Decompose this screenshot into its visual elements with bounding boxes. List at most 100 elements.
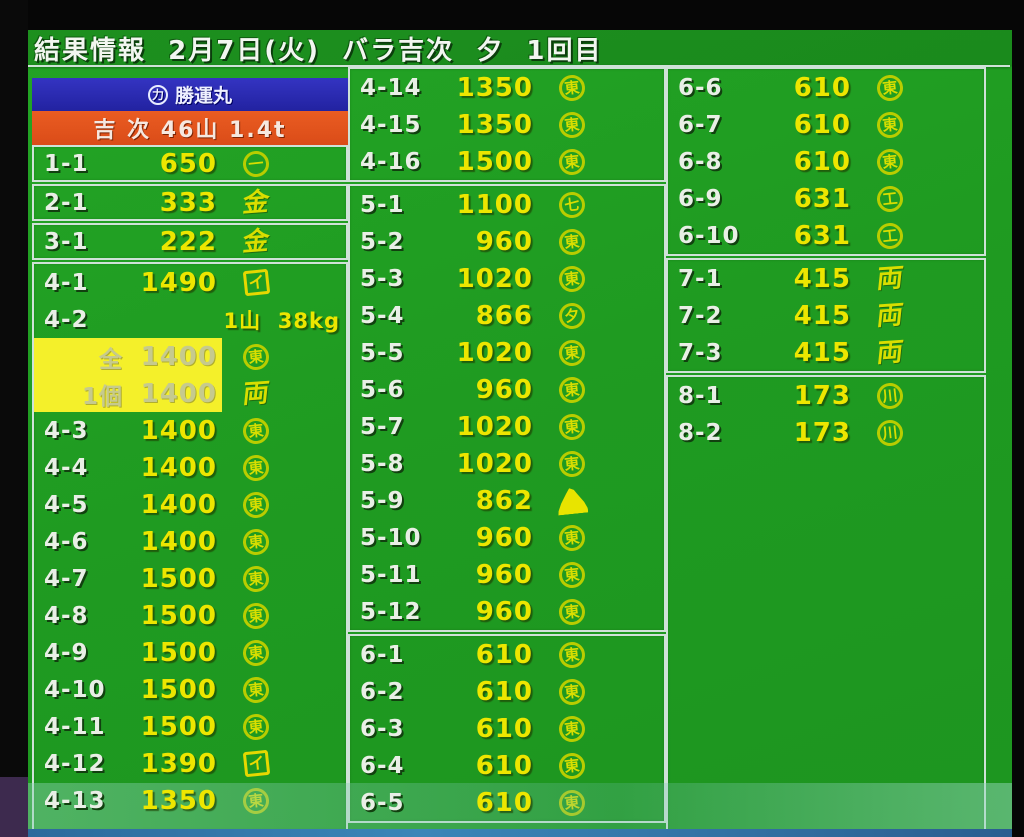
price-value: 960 [475, 596, 533, 627]
price-value: 866 [475, 300, 533, 331]
price-value: 1500 [456, 146, 533, 177]
price-value: 1500 [140, 637, 217, 668]
buyer-mark-東-icon: 東 [241, 564, 271, 593]
result-row: 6-2 610 東 [350, 673, 664, 710]
buyer-mark-一-icon: 一 [241, 149, 271, 178]
result-row: 4-7 1500 東 [34, 560, 346, 597]
buyer-mark-金-icon: 金 [241, 186, 271, 219]
title-bar: 結果情報 2月7日(火) バラ吉次 夕 1回目 [34, 32, 602, 66]
buyer-mark-cell: 両 [851, 263, 929, 295]
lot-number-label: 4-14 [360, 74, 422, 101]
result-box-middle-0: 4-14 1350 東 4-15 1350 東 4-16 1500 東 [348, 67, 666, 182]
result-row: 5-2 960 東 [350, 223, 664, 260]
buyer-mark-イ-icon: イ [242, 268, 270, 297]
buyer-mark-工-icon: 工 [875, 184, 905, 213]
lot-number-label: 5-4 [360, 302, 405, 329]
buyer-mark-cell: 東 [217, 564, 295, 593]
price-value: 173 [793, 417, 851, 448]
price-value: 1400 [140, 378, 217, 409]
buyer-mark-cell: 東 [533, 751, 611, 780]
buyer-mark-七-icon: 七 [557, 190, 587, 219]
lot-number-label: 5-10 [360, 524, 422, 551]
price-value: 1500 [140, 674, 217, 705]
buyer-mark-東-icon: 東 [241, 527, 271, 556]
buyer-mark-東-icon: 東 [557, 449, 587, 478]
lot-number-label: 5-7 [360, 413, 405, 440]
price-value: 610 [475, 676, 533, 707]
price-value: 1500 [140, 600, 217, 631]
buyer-mark-cell: 東 [217, 342, 295, 371]
buyer-mark-東-icon: 東 [241, 712, 271, 741]
lot-number-label: 6-5 [360, 789, 405, 816]
lot-number-label: 5-1 [360, 191, 405, 218]
buyer-mark-東-icon: 東 [241, 342, 271, 371]
lot-number-label: 4-5 [44, 491, 89, 518]
buyer-mark-東-icon: 東 [557, 73, 587, 102]
result-row: 5-10 960 東 [350, 519, 664, 556]
buyer-mark-cell: 東 [533, 714, 611, 743]
lot-number-label: 3-1 [44, 228, 89, 255]
lot-number-label: 5-5 [360, 339, 405, 366]
result-row: 1個 1400 両 [34, 375, 346, 412]
buyer-mark-東-icon: 東 [241, 638, 271, 667]
result-row: 2-1 333 金 [34, 186, 346, 219]
lot-number-label: 5-8 [360, 450, 405, 477]
buyer-mark-東-icon: 東 [241, 490, 271, 519]
buyer-mark-cell: 川 [851, 381, 929, 410]
result-row: 6-3 610 東 [350, 710, 664, 747]
result-box-right-2: 8-1 173 川 8-2 173 川 [666, 375, 986, 833]
result-row: 8-1 173 川 [668, 377, 984, 414]
buyer-mark-東-icon: 東 [241, 601, 271, 630]
buyer-mark-東-icon: 東 [241, 453, 271, 482]
result-box-right-0: 6-6 610 東 6-7 610 東 6-8 610 東 6-9 631 工 6-10 631 工 [666, 67, 986, 256]
buyer-mark-東-icon: 東 [241, 675, 271, 704]
buyer-mark-cell: イ [217, 749, 295, 778]
photo-dark-edge [0, 0, 28, 837]
lot-number-label: 4-16 [360, 148, 422, 175]
buyer-mark-cell: 東 [217, 490, 295, 519]
buyer-mark-東-icon: 東 [557, 264, 587, 293]
result-row: 4-6 1400 東 [34, 523, 346, 560]
buyer-mark-東-icon: 東 [557, 640, 587, 669]
price-value: 1350 [456, 109, 533, 140]
result-row: 8-2 173 川 [668, 414, 984, 451]
lot-number-label: 4-10 [44, 676, 106, 703]
price-value: 1350 [456, 72, 533, 103]
buyer-mark-cell: 東 [217, 601, 295, 630]
price-value: 610 [475, 750, 533, 781]
result-row: 1-1 650 一 [34, 147, 346, 180]
result-row: 4-16 1500 東 [350, 143, 664, 180]
buyer-mark-東-icon: 東 [557, 677, 587, 706]
result-row: 4-9 1500 東 [34, 634, 346, 671]
result-row: 5-11 960 東 [350, 556, 664, 593]
lot-number-label: 全 [99, 346, 123, 373]
buyer-mark-cell: 東 [217, 638, 295, 667]
price-value: 415 [793, 337, 851, 368]
result-row: 5-3 1020 東 [350, 260, 664, 297]
result-row: 5-6 960 東 [350, 371, 664, 408]
result-box-left-2: 3-1 222 金 [32, 223, 348, 260]
lot-number-label: 5-9 [360, 487, 405, 514]
result-box-left-0: 1-1 650 一 [32, 145, 348, 182]
buyer-mark-cell: イ [217, 268, 295, 297]
buyer-mark-cell: 東 [533, 560, 611, 589]
lot-number-label: 4-2 [44, 306, 89, 333]
buyer-mark-cell: 東 [533, 677, 611, 706]
buyer-mark-cell: 金 [217, 186, 295, 219]
result-row: 7-1 415 両 [668, 260, 984, 297]
buyer-mark-東-icon: 東 [557, 338, 587, 367]
price-value: 1500 [140, 563, 217, 594]
buyer-mark-東-icon: 東 [557, 412, 587, 441]
price-value: 1400 [140, 452, 217, 483]
price-value: 1020 [456, 337, 533, 368]
column-left: 力 勝運丸 吉 次 46山 1.4t 1-1 650 一 2-1 333 金 3-1 222 金… [32, 78, 348, 834]
buyer-mark-東-icon: 東 [557, 597, 587, 626]
buyer-mark-cell: 東 [217, 453, 295, 482]
buyer-mark-東-icon: 東 [557, 560, 587, 589]
buyer-mark-東-icon: 東 [557, 147, 587, 176]
ship-mark-icon: 力 [147, 84, 168, 105]
lot-number-label: 4-6 [44, 528, 89, 555]
result-row: 全 1400 東 [34, 338, 346, 375]
result-box-left-1: 2-1 333 金 [32, 184, 348, 221]
price-value: 862 [475, 485, 533, 516]
